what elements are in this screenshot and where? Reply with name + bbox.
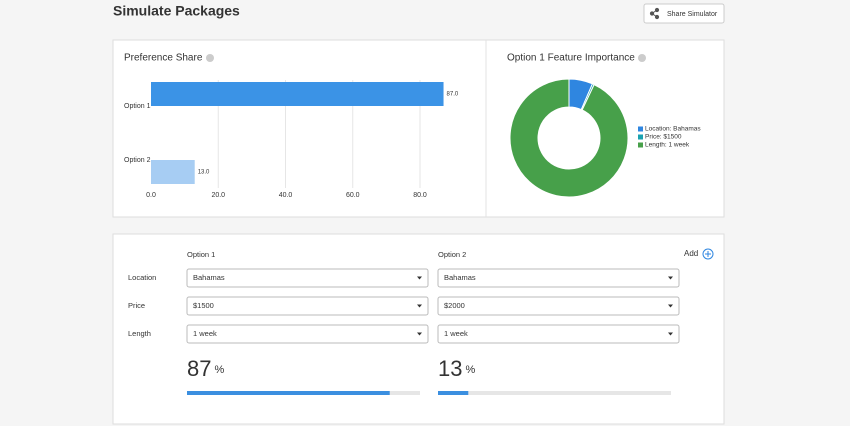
- results: 87% 13%: [187, 356, 671, 395]
- select-arrow: [417, 276, 422, 280]
- select-box[interactable]: [186, 324, 429, 344]
- chart-title: Option 1 Feature Importance: [507, 53, 635, 64]
- select-value[interactable]: Bahamas: [193, 273, 225, 282]
- x-tick-label: 0.0: [146, 192, 156, 199]
- value-label: 13.0: [198, 170, 210, 176]
- charts-card: [112, 39, 725, 218]
- y-tick-label: Option 2: [124, 157, 151, 164]
- donut-slice: [509, 78, 629, 198]
- options-form: Option 1 Option 2 Add Location Bahamas Bahama…: [128, 248, 714, 344]
- select-box[interactable]: [186, 296, 429, 316]
- x-tick-label: 40.0: [279, 192, 293, 199]
- result-number: 13: [438, 356, 462, 381]
- result-number: 87: [187, 356, 211, 381]
- select-box[interactable]: [437, 296, 680, 316]
- chart-title: Preference Share: [124, 53, 203, 64]
- progress-bar: [438, 391, 469, 395]
- add-icon-plus: [705, 251, 711, 257]
- row-label: Price: [128, 301, 145, 310]
- result-unit: %: [465, 364, 475, 376]
- select-value[interactable]: $2000: [444, 301, 465, 310]
- x-tick-label: 60.0: [346, 192, 360, 199]
- select-arrow: [417, 332, 422, 336]
- column-header: Option 1: [187, 250, 215, 259]
- x-tick-label: 80.0: [413, 192, 427, 199]
- row-label: Length: [128, 329, 151, 338]
- x-tick-label: 20.0: [211, 192, 225, 199]
- progress-track: [438, 391, 671, 395]
- preference-chart: 0.0 20.0 40.0 60.0 80.0 Option 1 87.0 Option 2 1…: [124, 80, 459, 199]
- select-arrow: [417, 304, 422, 308]
- page-title: Simulate Packages: [113, 3, 240, 19]
- bar: [151, 82, 444, 106]
- select-arrow: [668, 332, 673, 336]
- legend-label: Length: 1 week: [645, 142, 690, 149]
- select-box[interactable]: [186, 268, 429, 288]
- legend-swatch: [638, 126, 643, 132]
- progress-bar: [187, 391, 390, 395]
- select-box[interactable]: [437, 324, 680, 344]
- select-box[interactable]: [437, 268, 680, 288]
- select-value[interactable]: 1 week: [193, 329, 217, 338]
- share-button-label[interactable]: Share Simulator: [667, 11, 718, 18]
- add-icon[interactable]: [702, 248, 714, 260]
- row-label: Location: [128, 273, 156, 282]
- share-button-frame[interactable]: [643, 3, 725, 24]
- share-icon: [649, 7, 660, 20]
- legend-label: Location: Bahamas: [645, 126, 701, 133]
- result-value: 13%: [438, 356, 475, 381]
- bar: [151, 160, 195, 184]
- info-icon[interactable]: [206, 54, 214, 62]
- column-header: Option 2: [438, 250, 466, 259]
- result-value: 87%: [187, 356, 224, 381]
- y-tick-label: Option 1: [124, 103, 151, 110]
- select-arrow: [668, 276, 673, 280]
- select-value[interactable]: 1 week: [444, 329, 468, 338]
- result-unit: %: [214, 364, 224, 376]
- add-option[interactable]: Add: [684, 249, 698, 258]
- select-arrow: [668, 304, 673, 308]
- legend-swatch: [638, 134, 643, 140]
- legend-swatch: [638, 142, 643, 148]
- legend-label: Price: $1500: [645, 134, 682, 141]
- value-label: 87.0: [447, 92, 459, 98]
- select-value[interactable]: Bahamas: [444, 273, 476, 282]
- info-icon[interactable]: [638, 54, 646, 62]
- select-value[interactable]: $1500: [193, 301, 214, 310]
- share-button[interactable]: Share Simulator: [643, 3, 725, 24]
